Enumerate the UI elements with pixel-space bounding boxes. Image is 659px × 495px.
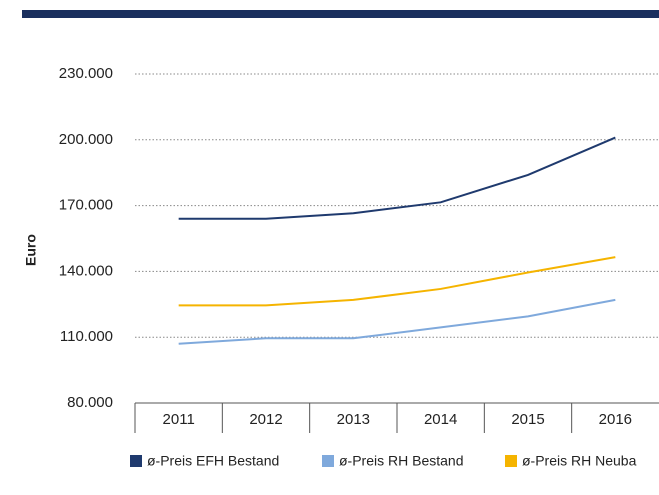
x-tick-label: 2011 [163,411,195,428]
legend-label: ø-Preis EFH Bestand [147,453,279,469]
legend-swatch [505,455,517,467]
header-bar [22,10,659,18]
legend-swatch [130,455,142,467]
line-series [178,298,616,345]
x-tick-label: 2014 [424,411,457,428]
y-tick-label: 170.000 [59,197,113,214]
y-tick-label: 230.000 [59,65,113,82]
y-tick-label: 110.000 [60,328,113,345]
legend-label: ø-Preis RH Neuba [522,453,637,469]
legend-label: ø-Preis RH Bestand [339,453,463,469]
y-tick-label: 140.000 [59,262,113,279]
y-tick-label: 80.000 [67,394,113,411]
x-tick-label: 2012 [249,411,282,428]
x-tick-label: 2015 [511,411,544,428]
line-series [178,136,616,220]
y-tick-label: 200.000 [59,131,113,148]
x-tick-label: 2013 [337,411,370,428]
x-tick-label: 2016 [599,411,632,428]
legend-swatch [322,455,334,467]
line-series [178,256,616,307]
y-axis-label: Euro [23,234,39,266]
